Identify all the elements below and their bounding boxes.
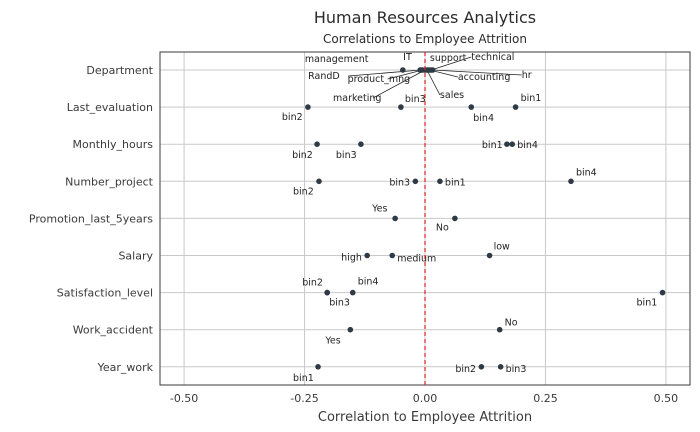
label-leader-line <box>348 69 422 77</box>
data-point <box>568 178 574 185</box>
data-point <box>468 104 475 110</box>
data-point <box>412 178 419 185</box>
data-point <box>504 141 510 147</box>
data-point <box>316 178 322 185</box>
point-labels: management IT RandD product_mng marketing sup… <box>282 52 657 384</box>
point-label: bin2 <box>282 112 303 123</box>
label-leader-line <box>432 69 522 76</box>
category-label: Promotion_last_5years <box>29 212 153 225</box>
label-leader-line <box>431 56 472 71</box>
point-label: bin4 <box>517 140 538 151</box>
category-label: Salary <box>118 250 153 263</box>
point-label: bin4 <box>358 277 379 288</box>
data-point <box>347 326 354 333</box>
data-point <box>400 67 406 73</box>
point-label: high <box>341 253 362 264</box>
point-label: RandD <box>308 71 340 82</box>
point-label: bin1 <box>521 93 542 104</box>
label-leader-line <box>387 69 423 80</box>
point-label: IT <box>403 52 412 63</box>
point-label: support <box>430 53 467 64</box>
label-leader-line <box>372 69 426 99</box>
category-label: Satisfaction_level <box>57 287 153 300</box>
point-label: Yes <box>324 336 340 347</box>
category-label: Number_project <box>65 175 154 188</box>
point-label: bin3 <box>336 150 357 161</box>
data-point <box>512 104 519 110</box>
point-label: Yes <box>371 203 387 214</box>
data-point <box>429 67 436 73</box>
data-point <box>452 215 458 222</box>
point-label: bin4 <box>576 167 597 178</box>
point-label: bin1 <box>445 177 466 188</box>
point-label: bin2 <box>292 150 313 161</box>
point-label: bin3 <box>405 94 426 105</box>
point-label: No <box>505 318 518 329</box>
point-label: technical <box>471 52 514 63</box>
data-point <box>392 215 398 222</box>
point-label: bin3 <box>329 298 350 309</box>
point-label: hr <box>522 70 532 81</box>
x-tick-label: -0.50 <box>170 392 198 405</box>
data-point <box>659 289 666 296</box>
point-label: low <box>494 242 510 253</box>
data-point <box>324 289 330 296</box>
data-points <box>305 67 666 370</box>
x-tick-label: 0.00 <box>413 392 438 405</box>
point-label: bin1 <box>637 298 658 309</box>
data-point <box>358 141 364 147</box>
point-label: bin1 <box>293 373 314 384</box>
point-label: No <box>436 222 449 233</box>
point-label: marketing <box>333 93 381 104</box>
data-point <box>478 364 485 370</box>
x-axis-title: Correlation to Employee Attrition <box>318 410 532 425</box>
data-point <box>349 289 356 296</box>
data-point <box>398 104 404 110</box>
x-tick-label: 0.25 <box>533 392 558 405</box>
point-label: bin2 <box>455 364 476 375</box>
label-leader-line <box>426 69 441 96</box>
point-label: bin3 <box>389 177 410 188</box>
data-point <box>305 104 311 110</box>
x-tick-label: -0.25 <box>290 392 318 405</box>
category-label: Year_work <box>97 361 154 374</box>
data-point <box>364 252 370 259</box>
data-point <box>314 141 320 147</box>
point-label: sales <box>440 90 464 101</box>
category-label: Work_accident <box>73 324 154 337</box>
point-label: management <box>305 54 369 65</box>
data-point <box>509 141 516 147</box>
data-point <box>486 252 493 259</box>
chart-title: Human Resources Analytics <box>314 8 536 27</box>
point-label: product_mng <box>348 74 411 85</box>
point-label: bin3 <box>506 364 527 375</box>
point-label: accounting <box>458 72 511 83</box>
data-point <box>496 326 503 333</box>
data-point <box>437 178 443 185</box>
point-label: bin4 <box>473 113 494 124</box>
category-label: Department <box>86 64 153 77</box>
point-label: medium <box>397 254 436 265</box>
category-label: Monthly_hours <box>73 138 154 151</box>
point-label: bin1 <box>482 140 503 151</box>
chart-subtitle: Correlations to Employee Attrition <box>323 32 527 46</box>
data-point <box>497 364 504 370</box>
category-label: Last_evaluation <box>67 101 153 114</box>
data-point <box>315 364 321 370</box>
point-label: bin2 <box>293 186 314 197</box>
axes: -0.50 -0.25 0.00 0.25 0.50 Department Last_eva… <box>29 51 691 405</box>
data-point <box>389 252 396 259</box>
point-label: bin2 <box>302 278 323 289</box>
x-tick-label: 0.50 <box>654 392 679 405</box>
